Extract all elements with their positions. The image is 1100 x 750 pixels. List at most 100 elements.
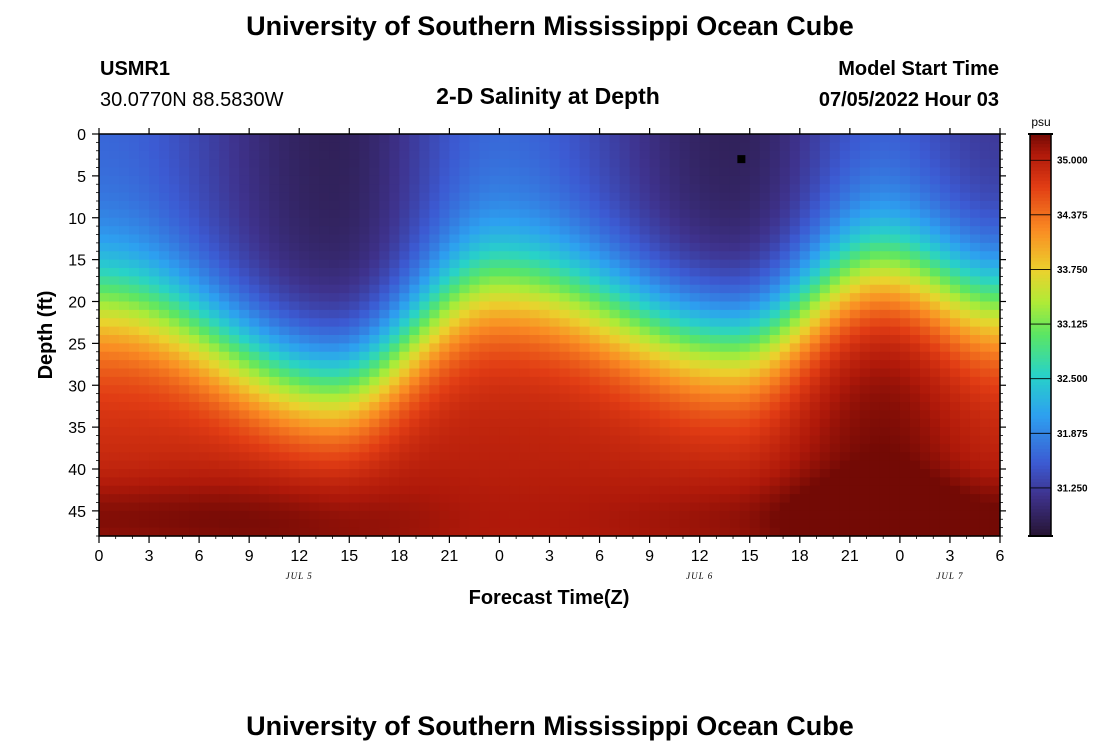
heatmap-cell xyxy=(169,360,180,370)
heatmap-cell xyxy=(819,184,831,194)
heatmap-cell xyxy=(359,485,370,495)
heatmap-cell xyxy=(119,368,130,378)
heatmap-cell xyxy=(629,460,641,470)
heatmap-cell xyxy=(969,494,981,504)
heatmap-cell xyxy=(619,276,631,286)
heatmap-cell xyxy=(289,385,300,395)
heatmap-cell xyxy=(279,410,290,420)
heatmap-cell xyxy=(689,293,701,303)
heatmap-cell xyxy=(799,192,811,202)
heatmap-cell xyxy=(889,402,901,411)
heatmap-cell xyxy=(809,259,821,269)
heatmap-cell xyxy=(559,234,571,244)
heatmap-cell xyxy=(909,226,921,236)
heatmap-cell xyxy=(769,402,781,411)
heatmap-cell xyxy=(169,276,180,286)
heatmap-cell xyxy=(559,150,571,160)
heatmap-cell xyxy=(549,385,561,395)
heatmap-cell xyxy=(339,234,350,244)
heatmap-cell xyxy=(129,201,140,210)
heatmap-cell xyxy=(339,301,350,311)
heatmap-cell xyxy=(169,368,180,378)
heatmap-cell xyxy=(949,167,961,177)
colorbar-segment xyxy=(1030,134,1051,138)
heatmap-cell xyxy=(669,192,681,202)
heatmap-cell xyxy=(719,318,731,328)
heatmap-cell xyxy=(779,159,791,169)
heatmap-cell xyxy=(389,410,400,420)
heatmap-cell xyxy=(929,469,941,478)
heatmap-cell xyxy=(279,435,290,445)
heatmap-cell xyxy=(879,209,891,219)
heatmap-cell xyxy=(789,351,801,361)
heatmap-cell xyxy=(359,376,370,386)
heatmap-cell xyxy=(659,259,671,269)
heatmap-cell xyxy=(609,293,621,303)
heatmap-cell xyxy=(99,184,110,194)
heatmap-cell xyxy=(109,452,120,462)
heatmap-cell xyxy=(199,360,210,370)
heatmap-cell xyxy=(769,343,781,353)
heatmap-cell xyxy=(489,326,501,336)
heatmap-cell xyxy=(399,443,410,453)
heatmap-cell xyxy=(969,217,981,227)
heatmap-cell xyxy=(499,192,511,202)
heatmap-cell xyxy=(319,318,330,328)
heatmap-cell xyxy=(959,527,971,537)
heatmap-cell xyxy=(449,217,460,227)
heatmap-cell xyxy=(469,469,481,478)
heatmap-cell xyxy=(699,150,711,160)
heatmap-cell xyxy=(319,159,330,169)
heatmap-cell xyxy=(859,142,871,152)
heatmap-cell xyxy=(789,343,801,353)
heatmap-cell xyxy=(869,460,881,470)
heatmap-cell xyxy=(909,402,921,411)
colorbar-segment xyxy=(1030,351,1051,356)
heatmap-cell xyxy=(819,368,831,378)
heatmap-cell xyxy=(889,443,901,453)
heatmap-cell xyxy=(659,435,671,445)
heatmap-cell xyxy=(909,376,921,386)
heatmap-cell xyxy=(459,234,471,244)
heatmap-cell xyxy=(949,469,961,478)
heatmap-cell xyxy=(489,368,501,378)
heatmap-cell xyxy=(869,242,881,252)
heatmap-cell xyxy=(619,142,631,152)
heatmap-cell xyxy=(99,293,110,303)
heatmap-cell xyxy=(519,469,531,478)
heatmap-cell xyxy=(989,510,1001,520)
heatmap-cell xyxy=(899,209,911,219)
heatmap-cell xyxy=(369,460,380,470)
heatmap-cell xyxy=(869,502,881,512)
heatmap-cell xyxy=(149,393,160,403)
heatmap-cell xyxy=(319,175,330,185)
heatmap-cell xyxy=(409,335,420,344)
heatmap-cell xyxy=(559,301,571,311)
heatmap-cell xyxy=(659,167,671,177)
heatmap-cell xyxy=(639,510,651,520)
heatmap-cell xyxy=(179,519,190,529)
heatmap-cell xyxy=(689,494,701,504)
heatmap-cell xyxy=(169,485,180,495)
heatmap-cell xyxy=(169,242,180,252)
heatmap-cell xyxy=(569,452,581,462)
heatmap-cell xyxy=(699,309,711,319)
heatmap-cell xyxy=(709,410,721,420)
colorbar-segment xyxy=(1030,482,1051,487)
heatmap-cell xyxy=(439,435,450,445)
heatmap-cell xyxy=(159,502,170,512)
heatmap-cell xyxy=(149,343,160,353)
heatmap-cell xyxy=(259,175,270,185)
heatmap-cell xyxy=(269,309,280,319)
heatmap-cell xyxy=(769,293,781,303)
heatmap-cell xyxy=(679,460,691,470)
heatmap-cell xyxy=(369,485,380,495)
heatmap-cell xyxy=(709,393,721,403)
heatmap-cell xyxy=(879,527,891,537)
heatmap-cell xyxy=(549,368,561,378)
colorbar-segment xyxy=(1030,217,1051,222)
heatmap-cell xyxy=(679,268,691,277)
heatmap-cell xyxy=(699,385,711,395)
heatmap-cell xyxy=(779,301,791,311)
heatmap-cell xyxy=(319,276,330,286)
